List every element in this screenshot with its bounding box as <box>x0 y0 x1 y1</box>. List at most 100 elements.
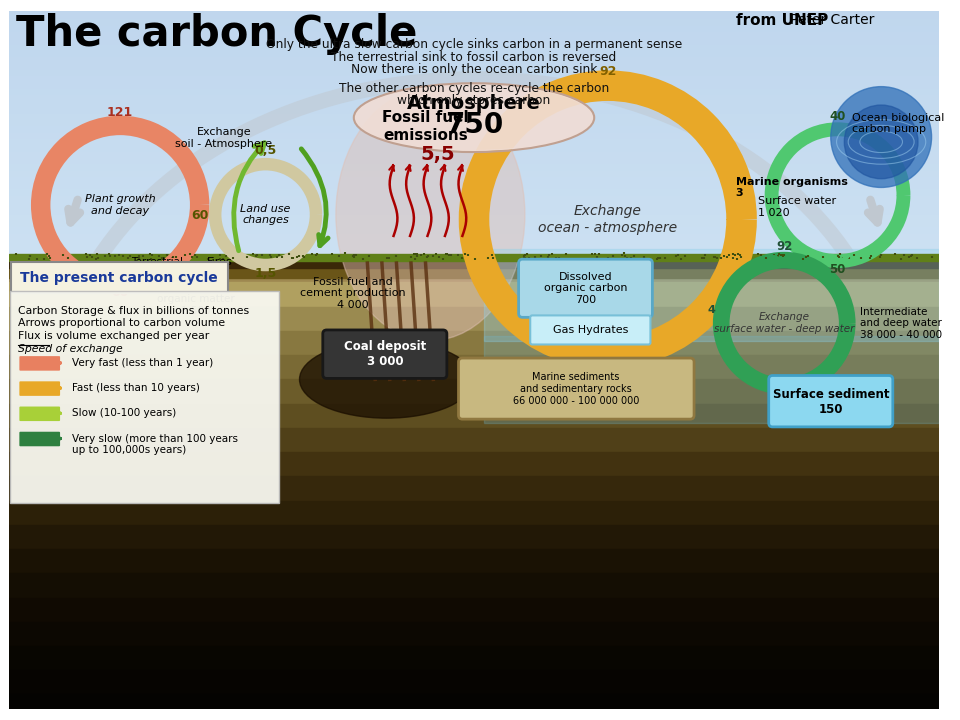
Point <box>754 250 769 261</box>
Bar <box>9 225 939 232</box>
Bar <box>9 452 939 477</box>
Bar <box>9 79 939 86</box>
Bar <box>484 336 939 423</box>
Point <box>830 251 846 262</box>
Point <box>888 248 903 260</box>
Bar <box>9 48 939 55</box>
Point <box>78 248 93 259</box>
Point <box>420 251 436 262</box>
Point <box>623 253 638 264</box>
Bar <box>9 60 939 68</box>
Point <box>624 253 639 264</box>
Bar <box>9 573 939 598</box>
FancyBboxPatch shape <box>19 407 60 421</box>
Point <box>673 253 688 265</box>
Point <box>517 250 533 261</box>
Bar <box>9 254 939 261</box>
Point <box>219 250 234 261</box>
Point <box>308 248 324 260</box>
Point <box>212 253 228 265</box>
Point <box>559 248 574 260</box>
Point <box>480 252 495 264</box>
Point <box>30 253 45 264</box>
Point <box>707 252 722 264</box>
Point <box>893 253 908 264</box>
Text: Arrows proportional to carbon volume: Arrows proportional to carbon volume <box>18 318 226 328</box>
Point <box>132 251 147 263</box>
Point <box>108 250 123 261</box>
Point <box>97 250 112 261</box>
Point <box>250 249 265 261</box>
Point <box>165 251 180 263</box>
Point <box>90 252 106 264</box>
Point <box>296 251 311 263</box>
Point <box>863 250 878 261</box>
Point <box>551 253 566 264</box>
Text: Fires: Fires <box>207 257 233 267</box>
Point <box>830 251 846 263</box>
Text: Surface sediment
150: Surface sediment 150 <box>773 387 889 415</box>
Point <box>698 249 713 261</box>
Text: from UNEP: from UNEP <box>735 13 833 28</box>
Point <box>716 250 732 261</box>
Point <box>254 250 270 261</box>
Point <box>521 252 537 264</box>
Text: 100: 100 <box>772 388 797 401</box>
Bar <box>9 256 939 263</box>
Point <box>135 251 151 262</box>
Point <box>775 249 790 261</box>
Text: 40: 40 <box>829 109 846 122</box>
Point <box>132 253 147 264</box>
Bar <box>9 155 939 162</box>
Point <box>263 251 278 263</box>
Point <box>239 251 254 263</box>
Point <box>187 250 203 261</box>
Bar <box>9 186 939 194</box>
Bar <box>9 10 939 17</box>
Ellipse shape <box>336 89 525 341</box>
FancyBboxPatch shape <box>769 376 893 427</box>
Text: Land use
changes: Land use changes <box>240 204 291 225</box>
Point <box>600 252 615 264</box>
Point <box>145 250 160 261</box>
Bar <box>9 428 939 452</box>
Text: 1,5: 1,5 <box>254 266 276 279</box>
Point <box>770 250 785 261</box>
Point <box>627 251 642 262</box>
FancyBboxPatch shape <box>459 358 694 419</box>
FancyBboxPatch shape <box>19 356 60 371</box>
Point <box>156 252 172 264</box>
Point <box>713 253 729 264</box>
Point <box>189 251 204 263</box>
Text: Atmosphere: Atmosphere <box>407 94 540 112</box>
Text: Slow (10-100 years): Slow (10-100 years) <box>72 408 176 418</box>
Point <box>800 251 815 262</box>
Point <box>450 249 466 261</box>
Point <box>22 250 37 261</box>
Bar <box>9 243 939 251</box>
Bar <box>9 17 939 24</box>
Point <box>617 251 633 262</box>
Bar <box>9 205 939 212</box>
Point <box>440 248 455 260</box>
Point <box>835 253 851 264</box>
Point <box>707 251 722 263</box>
Point <box>331 251 347 262</box>
Text: 750: 750 <box>444 112 503 140</box>
Point <box>544 248 560 260</box>
Point <box>541 249 557 261</box>
Point <box>585 248 600 259</box>
Bar <box>9 258 939 282</box>
Point <box>658 252 673 264</box>
Point <box>355 253 371 264</box>
Text: Fast (less than 10 years): Fast (less than 10 years) <box>72 383 200 393</box>
Point <box>588 248 603 260</box>
Bar <box>9 161 939 168</box>
Point <box>159 249 175 261</box>
Text: which only stores carbon: which only stores carbon <box>397 94 551 107</box>
Bar <box>9 307 939 331</box>
Point <box>815 252 830 264</box>
Point <box>533 250 548 261</box>
Point <box>719 251 734 263</box>
Point <box>56 249 71 261</box>
